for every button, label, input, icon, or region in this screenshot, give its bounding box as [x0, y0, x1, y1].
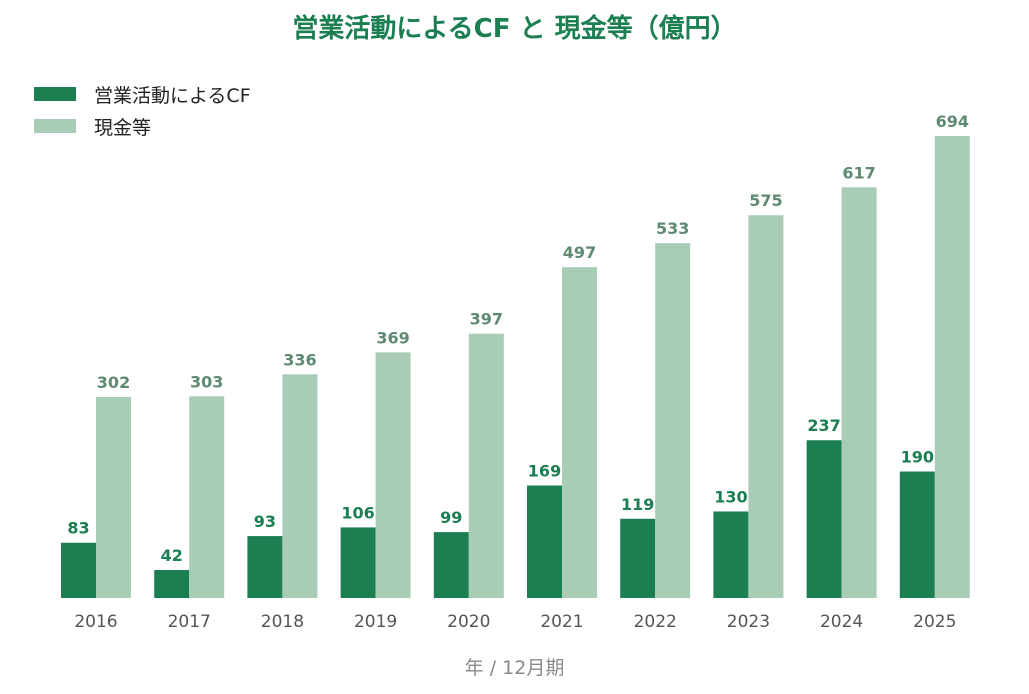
- data-label-cash-2020: 397: [470, 310, 503, 329]
- data-label-cash-2021: 497: [563, 243, 596, 262]
- x-tick-label-2025: 2025: [913, 612, 956, 632]
- x-tick-label-2022: 2022: [634, 612, 677, 632]
- legend-swatch-operating-cf: [34, 87, 76, 101]
- bar-operating-cf-2024: [806, 440, 842, 598]
- bar-operating-cf-2023: [713, 511, 749, 598]
- bar-cash-2021: [562, 267, 597, 598]
- x-tick-label-2018: 2018: [261, 612, 304, 632]
- x-tick-label-2021: 2021: [540, 612, 583, 632]
- bar-cash-2016: [96, 396, 131, 598]
- bar-operating-cf-2022: [620, 518, 656, 598]
- data-label-operating-cf-2024: 237: [807, 416, 840, 435]
- data-label-operating-cf-2016: 83: [67, 519, 89, 538]
- legend-label-cash: 現金等: [94, 116, 152, 139]
- chart-title: 営業活動によるCF と 現金等（億円）: [292, 14, 737, 44]
- data-label-operating-cf-2019: 106: [341, 503, 374, 522]
- data-label-operating-cf-2025: 190: [901, 448, 934, 467]
- data-label-cash-2016: 302: [97, 373, 130, 392]
- bar-operating-cf-2020: [433, 532, 469, 598]
- x-tick-label-2023: 2023: [727, 612, 770, 632]
- data-label-cash-2022: 533: [656, 219, 689, 238]
- bar-operating-cf-2016: [61, 542, 96, 598]
- data-label-operating-cf-2018: 93: [254, 512, 276, 531]
- bar-cash-2022: [655, 243, 691, 598]
- data-label-cash-2019: 369: [376, 328, 409, 347]
- bar-operating-cf-2019: [340, 527, 376, 598]
- bar-operating-cf-2025: [899, 471, 935, 598]
- bar-cash-2019: [375, 352, 411, 598]
- data-label-operating-cf-2020: 99: [440, 508, 462, 527]
- data-label-operating-cf-2022: 119: [621, 495, 654, 514]
- data-label-operating-cf-2023: 130: [714, 487, 747, 506]
- legend-swatch-cash: [34, 119, 76, 133]
- x-tick-label-2017: 2017: [168, 612, 211, 632]
- bar-cash-2023: [748, 215, 784, 598]
- data-label-cash-2018: 336: [283, 350, 316, 369]
- data-label-cash-2025: 694: [936, 112, 969, 131]
- x-tick-label-2019: 2019: [354, 612, 397, 632]
- data-label-cash-2024: 617: [842, 163, 875, 182]
- x-tick-label-2020: 2020: [447, 612, 490, 632]
- bar-cash-2017: [189, 396, 225, 598]
- data-label-cash-2017: 303: [190, 372, 223, 391]
- data-label-operating-cf-2021: 169: [528, 461, 561, 480]
- bar-cash-2025: [934, 136, 970, 598]
- bar-operating-cf-2018: [247, 536, 283, 598]
- bar-cash-2024: [841, 187, 877, 598]
- bar-operating-cf-2017: [154, 570, 190, 598]
- x-tick-label-2016: 2016: [74, 612, 117, 632]
- x-axis-label: 年 / 12月期: [464, 657, 565, 679]
- data-label-operating-cf-2017: 42: [161, 546, 183, 565]
- legend-item-cash: 現金等: [34, 110, 251, 142]
- data-label-cash-2023: 575: [749, 191, 782, 210]
- bar-operating-cf-2021: [527, 485, 562, 598]
- x-tick-label-2024: 2024: [820, 612, 863, 632]
- legend: 営業活動によるCF 現金等: [34, 78, 251, 142]
- legend-label-operating-cf: 営業活動によるCF: [94, 84, 251, 107]
- bar-cash-2018: [282, 374, 318, 598]
- legend-item-operating-cf: 営業活動によるCF: [34, 78, 251, 110]
- bar-cash-2020: [468, 333, 504, 598]
